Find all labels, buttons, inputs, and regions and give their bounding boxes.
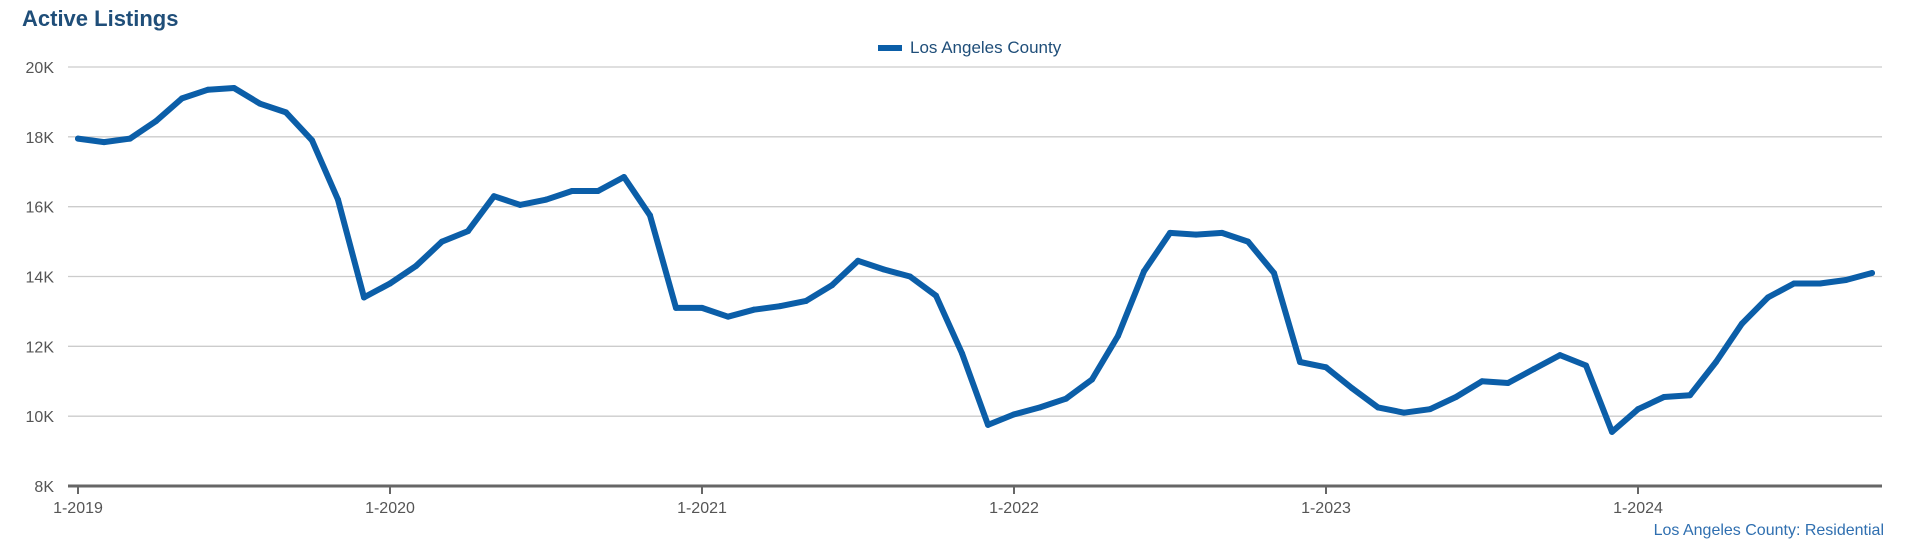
data-point[interactable] [673, 304, 679, 311]
series-line [75, 85, 1875, 435]
data-point[interactable] [1401, 409, 1407, 416]
y-tick-label: 20K [26, 60, 55, 77]
data-point[interactable] [1739, 320, 1745, 327]
data-point[interactable] [413, 263, 419, 270]
data-point[interactable] [179, 95, 185, 102]
data-point[interactable] [1791, 280, 1797, 287]
x-tick-label: 1-2019 [53, 500, 103, 517]
y-tick-label: 16K [26, 200, 55, 217]
data-point[interactable] [75, 135, 81, 142]
data-point[interactable] [153, 118, 159, 125]
data-point[interactable] [725, 313, 731, 320]
legend-label: Los Angeles County [910, 38, 1062, 57]
data-point[interactable] [387, 280, 393, 287]
data-point[interactable] [231, 84, 237, 91]
chart-footer: Los Angeles County: Residential [1653, 522, 1884, 539]
data-point[interactable] [101, 139, 107, 146]
gridlines [68, 66, 1882, 488]
data-point[interactable] [517, 201, 523, 208]
data-point[interactable] [1505, 379, 1511, 386]
data-point[interactable] [127, 135, 133, 142]
x-tick-label: 1-2021 [677, 500, 727, 517]
data-point[interactable] [751, 306, 757, 313]
x-tick-label: 1-2020 [365, 500, 415, 517]
data-point[interactable] [283, 109, 289, 116]
data-point[interactable] [361, 294, 367, 301]
data-point[interactable] [1635, 406, 1641, 413]
data-point[interactable] [1531, 366, 1537, 373]
data-point[interactable] [933, 292, 939, 299]
data-point[interactable] [1037, 404, 1043, 411]
data-point[interactable] [881, 266, 887, 273]
x-tick-label: 1-2023 [1301, 500, 1351, 517]
data-point[interactable] [1349, 385, 1355, 392]
data-point[interactable] [777, 303, 783, 310]
x-tick-label: 1-2024 [1613, 500, 1663, 517]
y-tick-label: 10K [26, 409, 55, 426]
chart-title: Active Listings [22, 6, 179, 31]
data-point[interactable] [439, 238, 445, 245]
data-point[interactable] [1141, 268, 1147, 275]
data-point[interactable] [569, 187, 575, 194]
data-point[interactable] [309, 137, 315, 144]
series [75, 84, 1875, 435]
data-point[interactable] [543, 196, 549, 203]
data-point[interactable] [595, 187, 601, 194]
data-point[interactable] [1661, 393, 1667, 400]
data-point[interactable] [647, 212, 653, 219]
data-point[interactable] [1713, 359, 1719, 366]
data-point[interactable] [1115, 332, 1121, 339]
x-axis-ticks: 1-2019 1-2020 1-2021 1-2022 1-2023 1-2024 [53, 486, 1663, 517]
data-point[interactable] [1687, 392, 1693, 399]
data-point[interactable] [1297, 359, 1303, 366]
data-point[interactable] [1869, 270, 1875, 277]
data-point[interactable] [1063, 395, 1069, 402]
data-point[interactable] [1193, 231, 1199, 238]
legend[interactable]: Los Angeles County [878, 38, 1061, 58]
data-point[interactable] [803, 297, 809, 304]
data-point[interactable] [1843, 276, 1849, 283]
data-point[interactable] [1089, 376, 1095, 383]
data-point[interactable] [621, 173, 627, 180]
y-tick-label: 8K [34, 479, 54, 496]
data-point[interactable] [855, 257, 861, 264]
y-tick-label: 18K [26, 130, 55, 147]
data-point[interactable] [959, 350, 965, 357]
data-point[interactable] [985, 421, 991, 428]
legend-swatch [878, 45, 902, 51]
data-point[interactable] [1245, 238, 1251, 245]
data-point[interactable] [1219, 229, 1225, 236]
data-point[interactable] [257, 100, 263, 107]
data-point[interactable] [699, 304, 705, 311]
data-point[interactable] [1479, 378, 1485, 385]
data-point[interactable] [1323, 364, 1329, 371]
data-point[interactable] [491, 193, 497, 200]
data-point[interactable] [335, 196, 341, 203]
data-point[interactable] [1375, 404, 1381, 411]
y-tick-label: 14K [26, 270, 55, 287]
data-point[interactable] [1583, 362, 1589, 369]
data-point[interactable] [1817, 280, 1823, 287]
data-point[interactable] [465, 228, 471, 235]
y-axis-ticks: 8K 10K 12K 14K 16K 18K 20K [26, 60, 55, 496]
data-point[interactable] [1011, 411, 1017, 418]
data-point[interactable] [1271, 270, 1277, 277]
data-point[interactable] [1427, 406, 1433, 413]
data-point[interactable] [829, 282, 835, 289]
data-point[interactable] [1609, 428, 1615, 435]
data-point[interactable] [1557, 352, 1563, 359]
y-tick-label: 12K [26, 339, 55, 356]
x-tick-label: 1-2022 [989, 500, 1039, 517]
data-point[interactable] [205, 86, 211, 93]
data-point[interactable] [1765, 294, 1771, 301]
data-point[interactable] [907, 273, 913, 280]
data-point[interactable] [1453, 393, 1459, 400]
data-point[interactable] [1167, 229, 1173, 236]
